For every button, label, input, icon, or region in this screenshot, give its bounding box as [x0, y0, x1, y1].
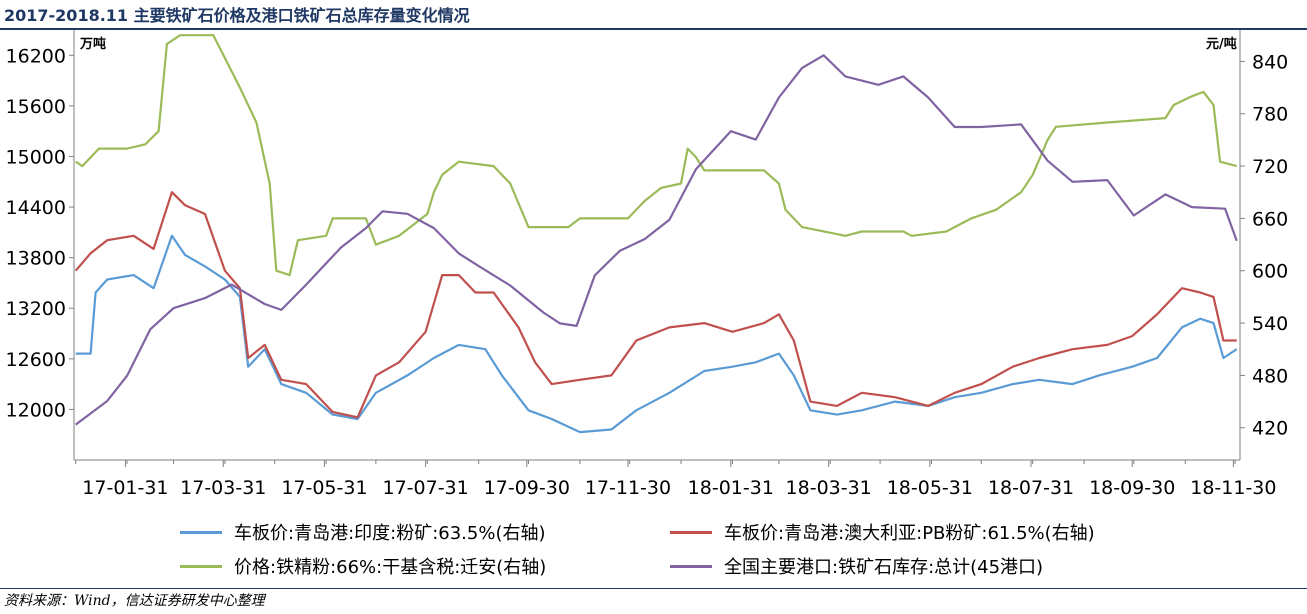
legend-item-concentrate: 价格:铁精粉:66%:干基含税:迁安(右轴)	[180, 552, 546, 580]
legend-item-india-fines: 车板价:青岛港:印度:粉矿:63.5%(右轴)	[180, 518, 545, 546]
right-tick-label: 480	[1252, 365, 1288, 387]
title-rule	[0, 28, 1307, 30]
x-tick-label: 18-09-30	[1089, 477, 1175, 499]
x-tick-label: 17-05-31	[281, 477, 367, 499]
left-tick-label: 16200	[6, 45, 66, 67]
chart-series	[74, 34, 1238, 434]
left-tick-label: 13800	[6, 248, 66, 270]
chart-axes	[69, 30, 1245, 467]
right-tick-label: 540	[1252, 313, 1288, 335]
series-line-port-inventory	[75, 54, 1238, 426]
left-tick-label: 15000	[6, 146, 66, 168]
chart-tick-labels: 12000 12600 13200 13800 14400 15000 15600 16200…	[6, 36, 1289, 499]
left-tick-label: 14400	[6, 197, 66, 219]
legend-label: 车板价:青岛港:澳大利亚:PB粉矿:61.5%(右轴)	[724, 523, 1095, 544]
series-line-pb-fines	[74, 191, 1237, 419]
right-tick-label: 720	[1252, 156, 1288, 178]
left-tick-label: 13200	[6, 298, 66, 320]
x-tick-label: 17-03-31	[180, 477, 266, 499]
right-tick-label: 840	[1252, 51, 1288, 73]
legend-item-pb-fines: 车板价:青岛港:澳大利亚:PB粉矿:61.5%(右轴)	[670, 518, 1095, 546]
x-tick-label: 17-11-30	[585, 477, 671, 499]
left-tick-label: 12600	[6, 349, 66, 371]
x-tick-label: 17-09-30	[484, 477, 570, 499]
x-tick-label: 17-07-31	[382, 477, 468, 499]
line-chart: 12000 12600 13200 13800 14400 15000 15600 16200…	[6, 30, 1289, 499]
right-tick-label: 600	[1252, 261, 1288, 283]
right-tick-label: 780	[1252, 104, 1288, 126]
series-line-concentrate	[75, 34, 1237, 277]
legend-swatch	[670, 530, 712, 534]
legend-label: 全国主要港口:铁矿石库存:总计(45港口)	[724, 557, 1044, 578]
legend-label: 车板价:青岛港:印度:粉矿:63.5%(右轴)	[234, 523, 546, 544]
footer-rule	[0, 588, 1307, 589]
right-tick-label: 420	[1252, 418, 1288, 440]
chart-legend: 车板价:青岛港:印度:粉矿:63.5%(右轴) 车板价:青岛港:澳大利亚:PB粉…	[180, 518, 1280, 584]
legend-swatch	[180, 530, 222, 534]
x-tick-label: 18-05-31	[887, 477, 973, 499]
source-note: 资料来源：Wind，信达证券研发中心整理	[4, 593, 265, 609]
x-tick-label: 18-03-31	[786, 477, 872, 499]
legend-label: 价格:铁精粉:66%:干基含税:迁安(右轴)	[234, 557, 547, 578]
x-tick-label: 18-01-31	[688, 477, 774, 499]
chart-title: 2017-2018.11 主要铁矿石价格及港口铁矿石总库存量变化情况	[4, 6, 470, 25]
legend-item-port-inventory: 全国主要港口:铁矿石库存:总计(45港口)	[670, 552, 1043, 580]
legend-swatch	[670, 564, 712, 568]
x-tick-label: 18-11-30	[1190, 477, 1276, 499]
left-axis-unit: 万吨	[79, 36, 106, 52]
x-tick-label: 17-01-31	[82, 477, 168, 499]
right-axis-unit: 元/吨	[1206, 36, 1237, 52]
left-tick-label: 12000	[6, 399, 66, 421]
right-tick-label: 660	[1252, 208, 1288, 230]
legend-swatch	[180, 564, 222, 568]
left-tick-label: 15600	[6, 96, 66, 118]
series-line-india-fines	[75, 234, 1238, 434]
x-tick-label: 18-07-31	[988, 477, 1074, 499]
